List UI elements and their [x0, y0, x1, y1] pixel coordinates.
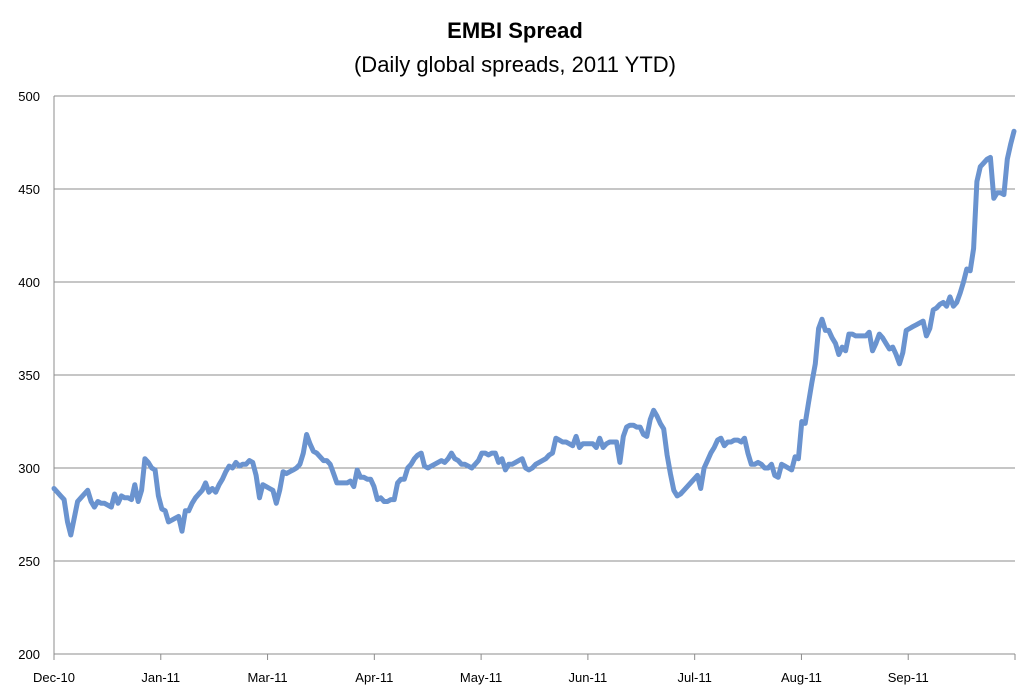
x-tick-label: Apr-11: [355, 670, 393, 685]
y-tick-label: 400: [18, 275, 40, 290]
x-tick-label: Mar-11: [247, 670, 287, 685]
y-tick-label: 450: [18, 182, 40, 197]
series-line: [51, 128, 1017, 538]
x-tick-label: Jan-11: [141, 670, 180, 685]
x-tick-label: Jun-11: [568, 670, 607, 685]
chart-title: EMBI Spread: [447, 18, 583, 43]
x-axis: Dec-10 Jan-11 Mar-11 Apr-11 May-11 Jun-11 Jul-…: [33, 96, 1016, 685]
y-tick-label: 500: [18, 89, 40, 104]
y-tick-label: 250: [18, 554, 40, 569]
y-tick-label: 200: [18, 647, 40, 662]
y-tick-label: 350: [18, 368, 40, 383]
x-tick-label: Dec-10: [33, 670, 75, 685]
chart-subtitle: (Daily global spreads, 2011 YTD): [354, 52, 676, 77]
y-tick-label: 300: [18, 461, 40, 476]
x-tick-label: Sep-11: [888, 670, 929, 685]
x-tick-label: Jul-11: [677, 670, 711, 685]
y-axis: 200 250 300 350 400 450 500: [18, 89, 40, 662]
x-tick-label: May-11: [460, 670, 502, 685]
x-tick-label: Aug-11: [781, 670, 822, 685]
plot-area: [51, 128, 1017, 538]
gridlines: [54, 95, 1015, 562]
